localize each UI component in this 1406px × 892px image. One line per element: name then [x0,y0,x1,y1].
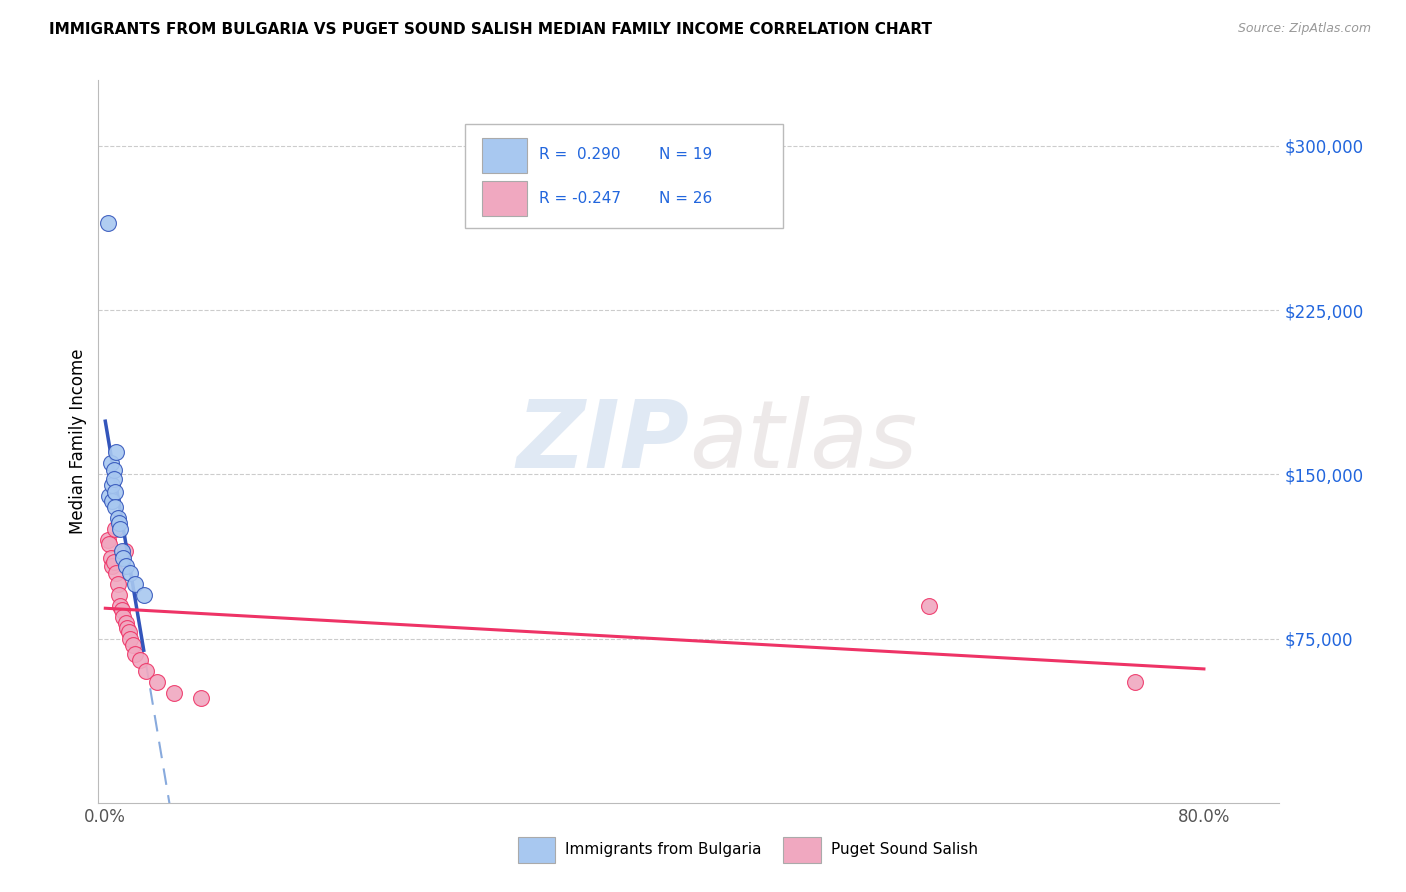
Point [146,675,169,690]
Text: Immigrants from Bulgaria: Immigrants from Bulgaria [565,842,762,857]
FancyBboxPatch shape [482,138,527,173]
Point [101,559,124,574]
Text: IMMIGRANTS FROM BULGARIA VS PUGET SOUND SALISH MEDIAN FAMILY INCOME CORRELATION : IMMIGRANTS FROM BULGARIA VS PUGET SOUND … [49,22,932,37]
Point [108,588,131,602]
Point [104,522,127,536]
Point [111,544,134,558]
Point [124,647,146,661]
Point [114,544,136,558]
Text: N = 19: N = 19 [659,147,713,162]
Point [103,463,125,477]
Point [112,550,135,565]
Point [121,638,143,652]
Point [107,511,129,525]
Point [918,599,941,613]
Point [97,216,120,230]
Point [163,686,186,700]
FancyBboxPatch shape [464,124,783,228]
Point [128,653,150,667]
Point [101,478,124,492]
Text: ZIP: ZIP [516,395,689,488]
Point [101,493,124,508]
Point [100,457,122,471]
FancyBboxPatch shape [783,837,821,863]
Text: R = -0.247: R = -0.247 [538,191,621,205]
Point [111,603,134,617]
Point [100,550,122,565]
Point [98,537,121,551]
FancyBboxPatch shape [517,837,555,863]
Point [110,522,132,536]
Point [132,588,155,602]
Point [117,621,139,635]
Point [115,559,138,574]
Point [105,566,128,580]
Text: Puget Sound Salish: Puget Sound Salish [831,842,977,857]
Text: R =  0.290: R = 0.290 [538,147,620,162]
Point [115,616,138,631]
Point [108,516,131,530]
Y-axis label: Median Family Income: Median Family Income [69,349,87,534]
Text: Source: ZipAtlas.com: Source: ZipAtlas.com [1237,22,1371,36]
Point [97,533,120,547]
Point [190,690,212,705]
Text: atlas: atlas [689,396,917,487]
Point [135,665,157,679]
Point [118,632,141,646]
Point [104,484,127,499]
Point [110,599,132,613]
Point [103,555,125,569]
Point [1123,675,1146,690]
FancyBboxPatch shape [482,181,527,216]
Text: N = 26: N = 26 [659,191,713,205]
Point [98,489,121,503]
Point [105,445,128,459]
Point [104,500,127,515]
Point [103,472,125,486]
Point [112,609,135,624]
Point [118,566,141,580]
Point [107,577,129,591]
Point [117,625,139,640]
Point [124,577,146,591]
